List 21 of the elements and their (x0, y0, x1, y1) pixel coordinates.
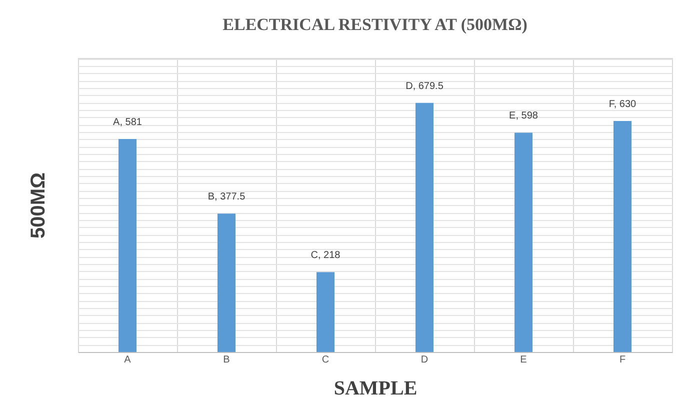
x-tick-label: B (223, 354, 230, 366)
data-label: C, 218 (310, 250, 341, 262)
bar (416, 102, 434, 352)
x-tick-label: C (322, 354, 330, 366)
bar (118, 138, 136, 352)
data-label: A, 581 (113, 116, 142, 128)
bar (316, 272, 334, 352)
x-tick-label: E (520, 354, 528, 366)
bar (514, 132, 532, 352)
bar (218, 214, 236, 352)
x-tick-label: D (420, 354, 428, 366)
x-tick-label: F (619, 354, 626, 366)
data-label: F, 630 (608, 99, 637, 110)
data-label: B, 377.5 (208, 192, 246, 203)
bar (614, 121, 632, 352)
x-tick-label: A (124, 354, 132, 366)
x-axis-title: SAMPLE (334, 378, 418, 400)
y-axis-title: 500MΩ (28, 172, 50, 239)
data-label: E, 598 (509, 110, 538, 122)
chart-title: ELECTRICAL RESTIVITY AT (500MΩ) (222, 15, 528, 34)
data-label: D, 679.5 (406, 80, 444, 92)
